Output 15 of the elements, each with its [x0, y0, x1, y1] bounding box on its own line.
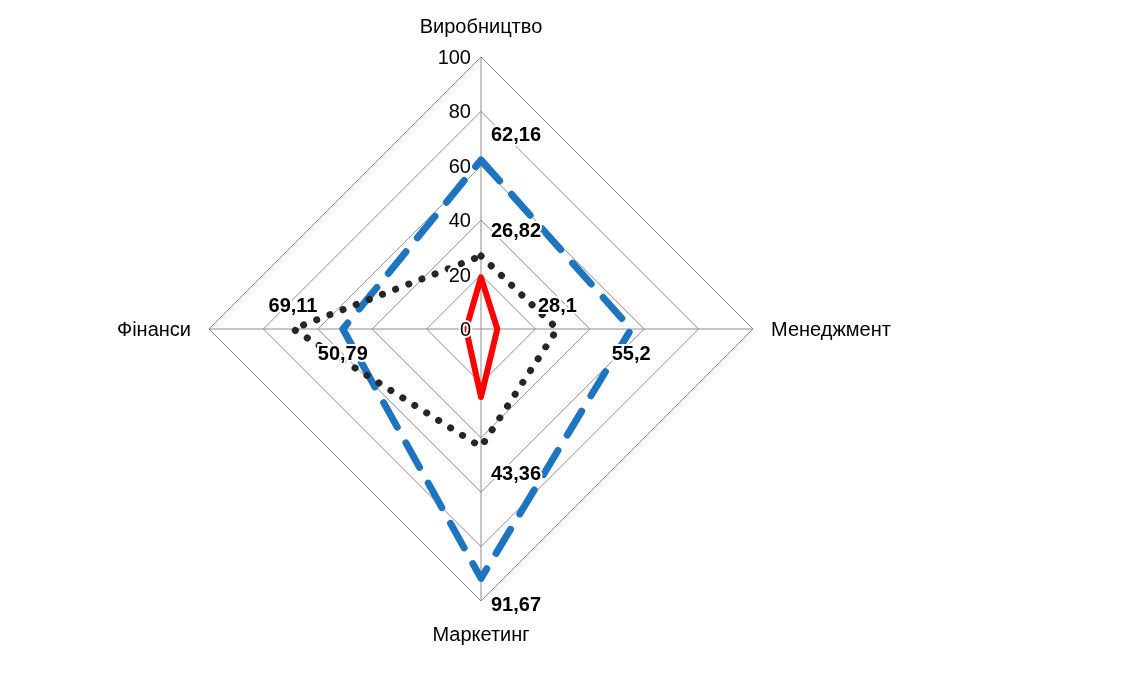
y-tick-label: 80	[448, 100, 471, 123]
data-label: 91,67	[491, 593, 542, 616]
y-tick-label: 40	[448, 209, 471, 232]
data-label: 28,1	[537, 294, 577, 316]
y-tick-label: 100	[437, 46, 471, 68]
spoke-label: Фінанси	[116, 318, 191, 340]
data-label: 43,36	[491, 461, 542, 484]
y-tick-label: 60	[448, 154, 471, 177]
data-label: 62,16	[491, 122, 542, 145]
spoke-label: Маркетинг	[432, 623, 530, 645]
y-tick-label: 20	[448, 263, 471, 286]
spoke-label: Менеджмент	[771, 318, 891, 340]
data-label: 26,82	[491, 219, 542, 242]
spoke-label: Виробництво	[419, 15, 543, 37]
data-label: 69,11	[268, 294, 318, 316]
